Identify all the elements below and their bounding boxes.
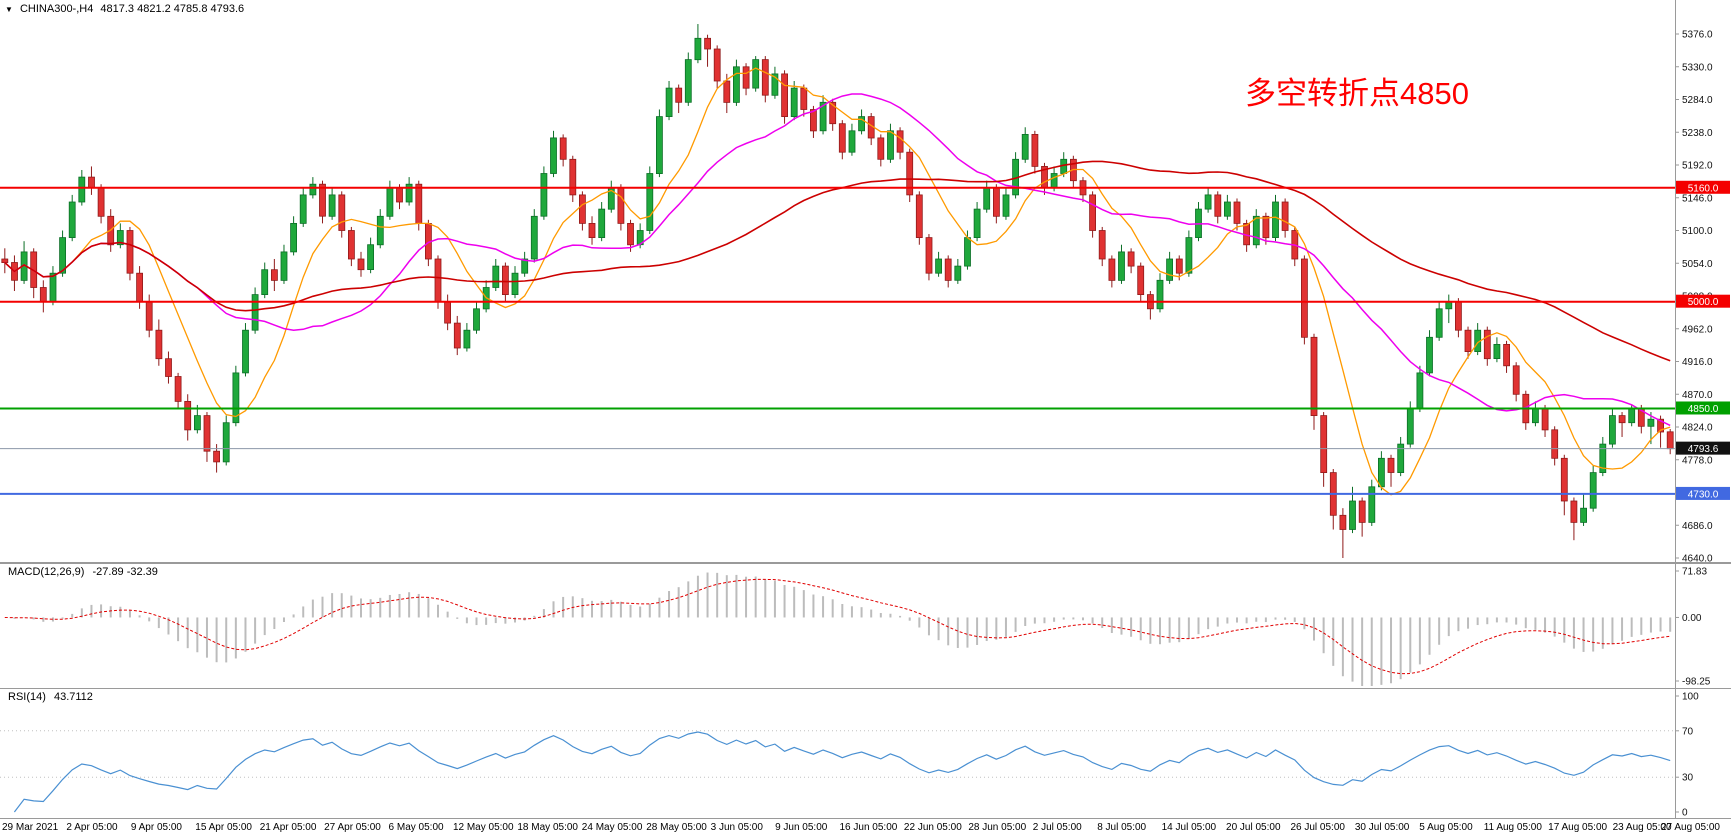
svg-text:4850.0: 4850.0 xyxy=(1688,404,1719,415)
svg-text:5284.0: 5284.0 xyxy=(1682,95,1713,106)
symbol-info: ▼ CHINA300-,H4 4817.3 4821.2 4785.8 4793… xyxy=(5,3,248,15)
time-axis-label: 3 Jun 05:00 xyxy=(710,822,763,833)
svg-text:-98.25: -98.25 xyxy=(1682,677,1711,688)
macd-panel-canvas[interactable]: 71.83 0.00 -98.25 xyxy=(0,563,1731,688)
svg-text:100: 100 xyxy=(1682,692,1699,703)
ma-mid-line xyxy=(4,93,1671,427)
main-chart-canvas[interactable]: 5376.0 5330.0 5284.0 5238.0 5192.0 5146.0 5100… xyxy=(0,0,1731,563)
chart-annotation: 多空转折点4850 xyxy=(1245,76,1469,111)
svg-text:4730.0: 4730.0 xyxy=(1688,489,1719,500)
svg-text:4870.0: 4870.0 xyxy=(1682,390,1713,401)
time-axis-label: 2 Jul 05:00 xyxy=(1032,822,1082,833)
candles-group xyxy=(1,24,1674,558)
price-axis: 5376.0 5330.0 5284.0 5238.0 5192.0 5146.0 5100… xyxy=(0,0,1731,563)
svg-text:4686.0: 4686.0 xyxy=(1682,521,1713,532)
svg-text:30: 30 xyxy=(1682,773,1694,784)
time-axis-label: 15 Apr 05:00 xyxy=(195,822,252,833)
svg-text:70: 70 xyxy=(1682,726,1694,737)
time-axis-label: 12 May 05:00 xyxy=(452,822,514,833)
rsi-axis: 100 70 30 0 xyxy=(1675,692,1699,819)
time-axis[interactable]: 29 Mar 2021 2 Apr 05:00 9 Apr 05:00 15 Apr … xyxy=(0,818,1731,837)
time-axis-label: 24 May 05:00 xyxy=(581,822,643,833)
rsi-panel-canvas[interactable]: 100 70 30 0 xyxy=(0,688,1731,818)
svg-text:5192.0: 5192.0 xyxy=(1682,161,1713,172)
macd-indicator-label: MACD(12,26,9) -27.89 -32.39 xyxy=(8,566,163,578)
svg-text:4640.0: 4640.0 xyxy=(1682,554,1713,564)
time-axis-label: 27 Apr 05:00 xyxy=(324,822,381,833)
time-axis-label: 16 Jun 05:00 xyxy=(839,822,898,833)
symbol-timeframe: CHINA300-,H4 xyxy=(19,3,94,15)
svg-text:5100.0: 5100.0 xyxy=(1682,226,1713,237)
time-axis-label: 23 Aug 05:00 xyxy=(1612,822,1672,833)
time-axis-label: 29 Mar 2021 xyxy=(2,822,59,833)
time-axis-label: 27 Aug 05:00 xyxy=(1661,822,1720,833)
svg-text:4793.6: 4793.6 xyxy=(1688,444,1719,455)
time-axis-label: 28 May 05:00 xyxy=(646,822,707,833)
svg-text:5376.0: 5376.0 xyxy=(1682,30,1713,41)
rsi-value: 43.7112 xyxy=(53,691,93,703)
macd-signal-line xyxy=(4,578,1671,675)
ma-slow-line xyxy=(4,160,1671,362)
time-axis-label: 30 Jul 05:00 xyxy=(1354,822,1410,833)
time-axis-label: 8 Jul 05:00 xyxy=(1097,822,1147,833)
symbol-dropdown-icon[interactable]: ▼ xyxy=(5,5,13,14)
price-levels: 5160.0 5000.0 4850.0 4730.0 4793.6 xyxy=(0,180,1730,500)
time-axis-label: 11 Aug 05:00 xyxy=(1483,822,1542,833)
time-axis-label: 17 Aug 05:00 xyxy=(1548,822,1608,833)
svg-text:0.00: 0.00 xyxy=(1682,613,1702,624)
rsi-guide-levels xyxy=(0,730,1675,778)
macd-axis: 71.83 0.00 -98.25 xyxy=(1675,567,1711,688)
time-axis-label: 9 Apr 05:00 xyxy=(130,822,182,833)
time-axis-label: 6 May 05:00 xyxy=(388,822,444,833)
time-axis-label: 28 Jun 05:00 xyxy=(968,822,1027,833)
svg-text:71.83: 71.83 xyxy=(1682,567,1707,578)
svg-text:4962.0: 4962.0 xyxy=(1682,324,1713,335)
time-axis-label: 14 Jul 05:00 xyxy=(1161,822,1217,833)
macd-params: MACD(12,26,9) xyxy=(8,566,85,578)
rsi-indicator-label: RSI(14) 43.7112 xyxy=(8,691,98,703)
svg-text:4916.0: 4916.0 xyxy=(1682,357,1713,368)
time-axis-label: 18 May 05:00 xyxy=(517,822,578,833)
time-axis-label: 26 Jul 05:00 xyxy=(1290,822,1345,833)
rsi-params: RSI(14) xyxy=(8,691,46,703)
time-axis-label: 20 Jul 05:00 xyxy=(1226,822,1281,833)
svg-text:5054.0: 5054.0 xyxy=(1682,259,1713,270)
svg-text:4824.0: 4824.0 xyxy=(1682,423,1713,434)
svg-text:4778.0: 4778.0 xyxy=(1682,455,1713,466)
time-axis-label: 5 Aug 05:00 xyxy=(1419,822,1473,833)
svg-text:5000.0: 5000.0 xyxy=(1688,297,1719,308)
svg-text:5146.0: 5146.0 xyxy=(1682,193,1713,204)
time-axis-label: 9 Jun 05:00 xyxy=(775,822,828,833)
macd-histogram xyxy=(13,572,1672,686)
time-axis-label: 21 Apr 05:00 xyxy=(259,822,317,833)
time-axis-label: 2 Apr 05:00 xyxy=(66,822,118,833)
svg-text:5330.0: 5330.0 xyxy=(1682,62,1713,73)
macd-values: -27.89 -32.39 xyxy=(92,566,158,578)
time-axis-label: 22 Jun 05:00 xyxy=(903,822,962,833)
svg-text:5238.0: 5238.0 xyxy=(1682,128,1713,139)
ma-fast-line xyxy=(4,67,1671,496)
rsi-line xyxy=(13,731,1671,813)
svg-text:0: 0 xyxy=(1682,808,1688,819)
ohlc-readout: 4817.3 4821.2 4785.8 4793.6 xyxy=(100,3,245,15)
svg-text:5160.0: 5160.0 xyxy=(1688,183,1719,194)
